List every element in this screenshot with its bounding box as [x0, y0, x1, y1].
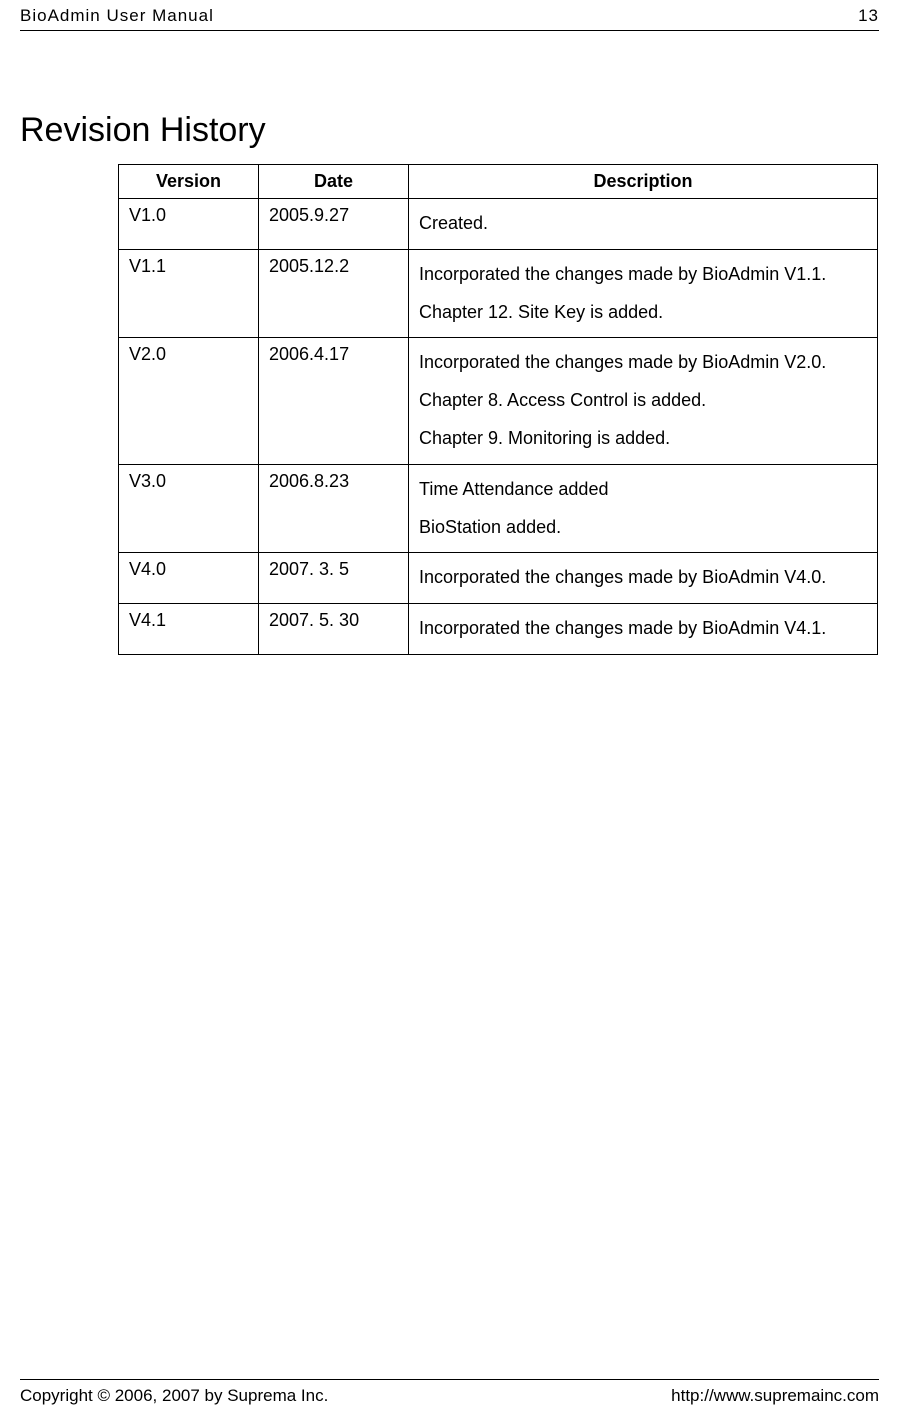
cell-version: V3.0	[119, 464, 259, 553]
description-line: BioStation added.	[419, 509, 867, 547]
cell-version: V1.1	[119, 249, 259, 338]
cell-date: 2007. 5. 30	[259, 604, 409, 655]
cell-date: 2005.9.27	[259, 199, 409, 250]
cell-version: V4.0	[119, 553, 259, 604]
cell-description: Incorporated the changes made by BioAdmi…	[409, 249, 878, 338]
cell-version: V2.0	[119, 338, 259, 464]
table-row: V4.02007. 3. 5 Incorporated the changes m…	[119, 553, 878, 604]
description-line: Incorporated the changes made by BioAdmi…	[419, 610, 867, 648]
table-row: V1.12005.12.2 Incorporated the changes ma…	[119, 249, 878, 338]
table-row: V2.02006.4.17 Incorporated the changes ma…	[119, 338, 878, 464]
description-line: Created.	[419, 205, 867, 243]
description-line: Incorporated the changes made by BioAdmi…	[419, 344, 867, 382]
page-title: Revision History	[20, 111, 879, 150]
description-line: Incorporated the changes made by BioAdmi…	[419, 559, 867, 597]
page-header: BioAdmin User Manual 13	[20, 0, 879, 31]
col-header-date: Date	[259, 165, 409, 199]
header-title: BioAdmin User Manual	[20, 6, 214, 26]
col-header-version: Version	[119, 165, 259, 199]
description-line: Chapter 9. Monitoring is added.	[419, 420, 867, 458]
cell-description: Time Attendance addedBioStation added.	[409, 464, 878, 553]
cell-description: Created.	[409, 199, 878, 250]
table-body: V1.02005.9.27 Created. V1.12005.12.2 Incorp…	[119, 199, 878, 655]
description-line: Chapter 12. Site Key is added.	[419, 294, 867, 332]
cell-date: 2007. 3. 5	[259, 553, 409, 604]
table-row: V3.02006.8.23Time Attendance addedBioSta…	[119, 464, 878, 553]
cell-version: V4.1	[119, 604, 259, 655]
description-line: Chapter 8. Access Control is added.	[419, 382, 867, 420]
table-row: V1.02005.9.27 Created.	[119, 199, 878, 250]
description-line: Time Attendance added	[419, 471, 867, 509]
content-area: Revision History Version Date Descriptio…	[20, 31, 879, 655]
page: BioAdmin User Manual 13 Revision History…	[0, 0, 899, 1426]
cell-date: 2005.12.2	[259, 249, 409, 338]
footer-copyright: Copyright © 2006, 2007 by Suprema Inc.	[20, 1386, 328, 1406]
table-header-row: Version Date Description	[119, 165, 878, 199]
description-line: Incorporated the changes made by BioAdmi…	[419, 256, 867, 294]
cell-date: 2006.4.17	[259, 338, 409, 464]
cell-description: Incorporated the changes made by BioAdmi…	[409, 604, 878, 655]
page-footer: Copyright © 2006, 2007 by Suprema Inc. h…	[20, 1379, 879, 1406]
cell-date: 2006.8.23	[259, 464, 409, 553]
cell-version: V1.0	[119, 199, 259, 250]
cell-description: Incorporated the changes made by BioAdmi…	[409, 338, 878, 464]
footer-url: http://www.supremainc.com	[671, 1386, 879, 1406]
table-row: V4.12007. 5. 30 Incorporated the changes …	[119, 604, 878, 655]
header-page-number: 13	[858, 6, 879, 26]
col-header-description: Description	[409, 165, 878, 199]
cell-description: Incorporated the changes made by BioAdmi…	[409, 553, 878, 604]
revision-history-table: Version Date Description V1.02005.9.27 Cr…	[118, 164, 878, 655]
